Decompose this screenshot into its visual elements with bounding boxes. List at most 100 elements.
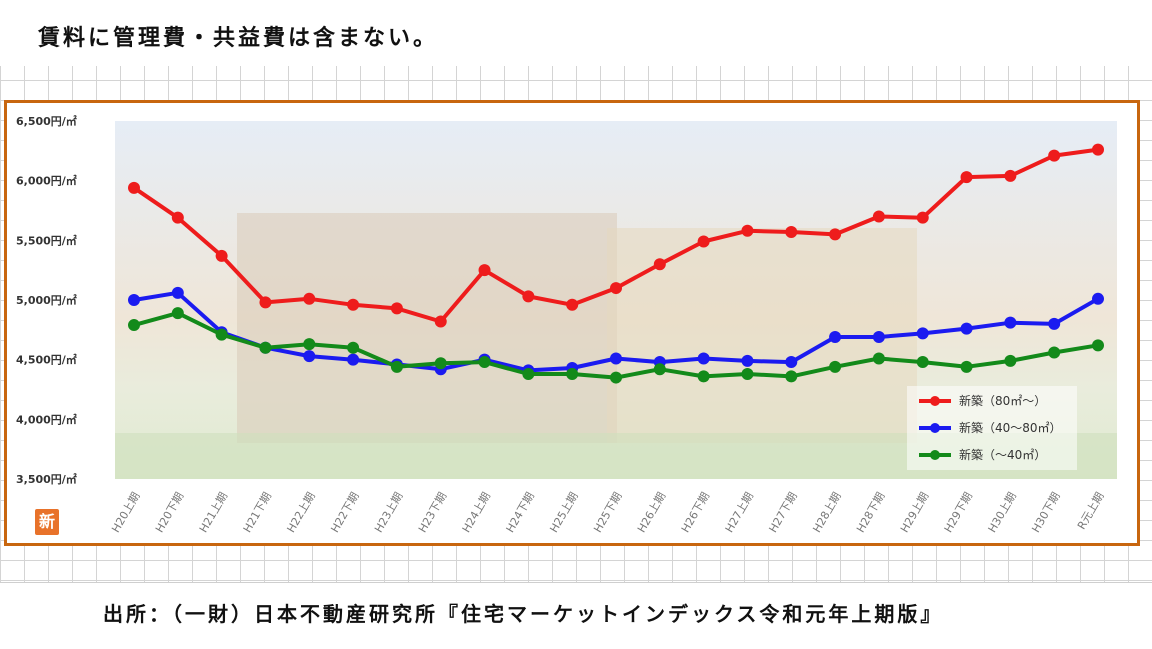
logo-badge: 新: [35, 509, 59, 535]
data-point: [829, 330, 842, 343]
data-point: [960, 360, 973, 373]
data-point: [610, 371, 622, 384]
data-point: [566, 298, 579, 311]
data-point: [1092, 292, 1104, 305]
data-point: [171, 211, 184, 224]
legend-swatch-marker: [930, 423, 940, 433]
x-tick-label: H29上期: [898, 490, 931, 535]
data-point: [390, 360, 403, 373]
x-tick-label: H24下期: [504, 490, 537, 535]
x-tick-label: H21上期: [197, 490, 230, 535]
series-layer: [128, 143, 1104, 384]
data-point: [872, 352, 885, 365]
data-point: [610, 282, 622, 295]
x-tick-label: H26下期: [679, 490, 712, 535]
x-tick-label: H22下期: [328, 490, 361, 535]
data-point: [741, 224, 754, 237]
source-credit: 出所：（一財）日本不動産研究所『住宅マーケットインデックス令和元年上期版』: [103, 602, 944, 626]
data-point: [829, 360, 842, 373]
data-point: [128, 319, 140, 332]
data-point: [303, 338, 316, 351]
x-axis: H20上期 H20下期 H21上期 H21下期 H22上期 H22下期 H23上期 H23下期…: [109, 490, 1106, 535]
x-tick-label: R元上期: [1075, 490, 1107, 532]
data-point: [610, 352, 622, 365]
legend-label: 新築（80㎡～）: [959, 393, 1046, 408]
data-point: [1004, 354, 1017, 367]
source-band: [0, 582, 1152, 649]
data-point: [1092, 143, 1104, 156]
data-point: [347, 353, 360, 366]
data-point: [916, 356, 929, 369]
data-point: [566, 367, 579, 380]
legend-swatch-marker: [930, 450, 940, 460]
x-tick-label: H28上期: [810, 490, 843, 535]
data-point: [259, 341, 272, 354]
x-tick-label: H29下期: [942, 490, 975, 535]
chart-note: 賃料に管理費・共益費は含まない。: [38, 26, 439, 51]
data-point: [785, 225, 798, 238]
data-point: [1048, 317, 1061, 330]
data-point: [916, 327, 929, 340]
plot-background-photo: [115, 121, 1117, 479]
data-point: [171, 286, 184, 299]
x-tick-label: H25上期: [547, 490, 580, 535]
x-tick-label: H22上期: [284, 490, 317, 535]
data-point: [171, 307, 184, 320]
legend: 新築（80㎡～） 新築（40～80㎡） 新築（～40㎡）: [907, 386, 1077, 470]
series: [128, 143, 1104, 328]
data-point: [522, 367, 535, 380]
data-point: [478, 356, 491, 369]
y-tick-label: 6,500円/㎡: [16, 114, 77, 128]
data-point: [785, 356, 798, 369]
data-point: [390, 302, 403, 315]
data-point: [916, 211, 929, 224]
data-point: [1004, 316, 1017, 329]
data-point: [785, 370, 798, 383]
data-point: [872, 210, 885, 223]
rent-line-chart: 3,500円/㎡ 4,000円/㎡ 4,500円/㎡ 5,000円/㎡ 5,500円/㎡…: [16, 114, 1117, 535]
legend-swatch-marker: [930, 396, 940, 406]
x-tick-label: H30下期: [1029, 490, 1062, 535]
data-point: [478, 264, 491, 277]
x-tick-label: H21下期: [241, 490, 274, 535]
x-tick-label: H28下期: [854, 490, 887, 535]
data-point: [653, 363, 666, 376]
x-tick-label: H30上期: [986, 490, 1019, 535]
data-point: [697, 235, 710, 248]
x-tick-label: H20上期: [109, 490, 142, 535]
y-tick-label: 4,500円/㎡: [16, 353, 77, 367]
note-band: [0, 0, 1152, 66]
data-point: [215, 249, 228, 262]
x-tick-label: H26上期: [635, 490, 668, 535]
y-tick-label: 5,000円/㎡: [16, 293, 77, 307]
x-tick-label: H23下期: [416, 490, 449, 535]
data-point: [741, 354, 754, 367]
data-point: [259, 296, 272, 309]
y-tick-label: 3,500円/㎡: [16, 472, 77, 486]
series: [128, 307, 1104, 384]
data-point: [128, 181, 140, 194]
x-tick-label: H20下期: [153, 490, 186, 535]
data-point: [522, 290, 535, 303]
data-point: [829, 228, 842, 241]
x-tick-label: H24上期: [460, 490, 493, 535]
legend-label: 新築（～40㎡）: [959, 447, 1046, 462]
y-tick-label: 6,000円/㎡: [16, 174, 77, 188]
data-point: [872, 330, 885, 343]
data-point: [347, 341, 360, 354]
data-point: [741, 367, 754, 380]
y-tick-label: 5,500円/㎡: [16, 233, 77, 247]
data-point: [303, 350, 316, 363]
data-point: [128, 294, 140, 306]
data-point: [1004, 169, 1017, 182]
y-axis: 3,500円/㎡ 4,000円/㎡ 4,500円/㎡ 5,000円/㎡ 5,500円/㎡…: [16, 114, 77, 486]
data-point: [434, 315, 447, 328]
data-point: [303, 292, 316, 305]
building-shape: [237, 213, 617, 443]
chart-frame: 3,500円/㎡ 4,000円/㎡ 4,500円/㎡ 5,000円/㎡ 5,500円/㎡…: [4, 100, 1140, 546]
legend-label: 新築（40～80㎡）: [959, 420, 1062, 435]
data-point: [215, 328, 228, 341]
data-point: [1048, 346, 1061, 359]
x-tick-label: H25下期: [591, 490, 624, 535]
x-tick-label: H27下期: [766, 490, 799, 535]
